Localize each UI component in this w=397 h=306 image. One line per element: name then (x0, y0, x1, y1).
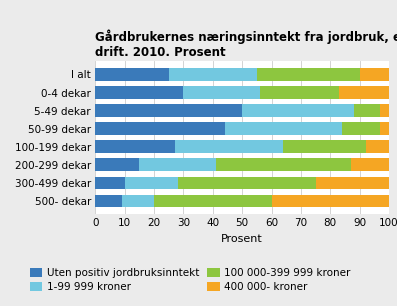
Bar (95, 177, 125, 189)
Bar (95, 104, 242, 117)
Bar (342, 122, 380, 135)
Bar (380, 122, 389, 135)
Bar (366, 140, 389, 153)
Bar (154, 195, 272, 207)
Bar (354, 104, 380, 117)
X-axis label: Prosent: Prosent (221, 234, 263, 244)
Bar (175, 140, 283, 153)
Bar (257, 68, 360, 81)
Bar (95, 68, 169, 81)
Bar (225, 122, 342, 135)
Bar (169, 68, 257, 81)
Bar (125, 177, 177, 189)
Bar (139, 159, 216, 171)
Bar (260, 86, 339, 99)
Bar (351, 159, 389, 171)
Bar (183, 86, 260, 99)
Bar (272, 195, 389, 207)
Bar (95, 86, 183, 99)
Legend: Uten positiv jordbruksinntekt, 1-99 999 kroner, 100 000-399 999 kroner, 400 000-: Uten positiv jordbruksinntekt, 1-99 999 … (30, 268, 351, 292)
Bar (360, 68, 389, 81)
Bar (95, 140, 175, 153)
Bar (339, 86, 389, 99)
Bar (95, 195, 122, 207)
Bar (316, 177, 389, 189)
Bar (283, 140, 366, 153)
Bar (122, 195, 154, 207)
Bar (95, 159, 139, 171)
Text: Gårdbrukernes næringsinntekt fra jordbruk, etter jordbruksareal i
drift. 2010. P: Gårdbrukernes næringsinntekt fra jordbru… (95, 29, 397, 59)
Bar (177, 177, 316, 189)
Bar (242, 104, 354, 117)
Bar (216, 159, 351, 171)
Bar (95, 122, 225, 135)
Bar (380, 104, 389, 117)
